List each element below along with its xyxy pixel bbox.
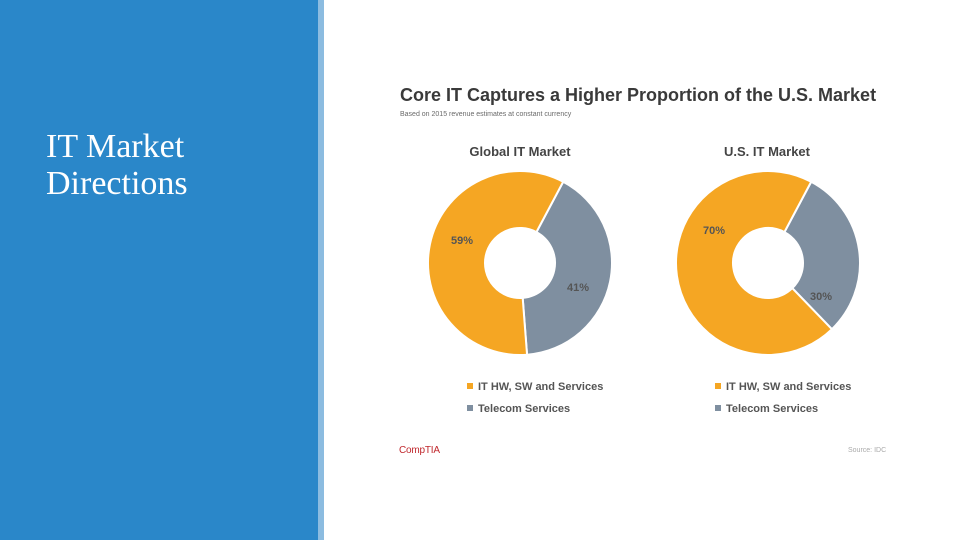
source-note: Source: IDC — [848, 447, 887, 454]
chart-title: Core IT Captures a Higher Proportion of … — [400, 85, 877, 105]
legend-item-us-1: IT HW, SW and Services — [715, 381, 851, 393]
pie-slice-it — [427, 170, 565, 356]
pie-slice-it — [675, 170, 834, 356]
slide-title-line-2: Directions — [46, 165, 188, 202]
pie-slice-telecom — [521, 180, 613, 356]
legend-item-global-1: IT HW, SW and Services — [467, 381, 603, 393]
legend-label: IT HW, SW and Services — [478, 381, 604, 393]
pie-slice-telecom — [783, 180, 861, 331]
legend-item-us-2: Telecom Services — [715, 403, 818, 415]
pie-title: U.S. IT Market — [724, 144, 811, 159]
pie-data-label: 41% — [567, 282, 589, 294]
legend-swatch-gray — [467, 405, 473, 411]
pie-data-label: 30% — [810, 291, 832, 303]
legend-item-global-2: Telecom Services — [467, 403, 570, 415]
legend-label: Telecom Services — [726, 403, 819, 415]
chart-subtitle: Based on 2015 revenue estimates at const… — [400, 111, 572, 118]
pie-data-label: 59% — [451, 235, 473, 247]
legend-label: Telecom Services — [478, 403, 571, 415]
legend-swatch-orange — [467, 383, 473, 389]
legend-label: IT HW, SW and Services — [726, 381, 852, 393]
pie-title: Global IT Market — [469, 144, 571, 159]
sidebar-panel — [0, 0, 318, 540]
pie-data-label: 70% — [703, 225, 725, 237]
slide-title-line-1: IT Market — [46, 128, 185, 165]
legend-swatch-orange — [715, 383, 721, 389]
brand-logo: CompTIA — [399, 445, 440, 456]
slide-title: IT Market Directions — [46, 128, 306, 202]
legend-swatch-gray — [715, 405, 721, 411]
sidebar-edge — [318, 0, 324, 540]
